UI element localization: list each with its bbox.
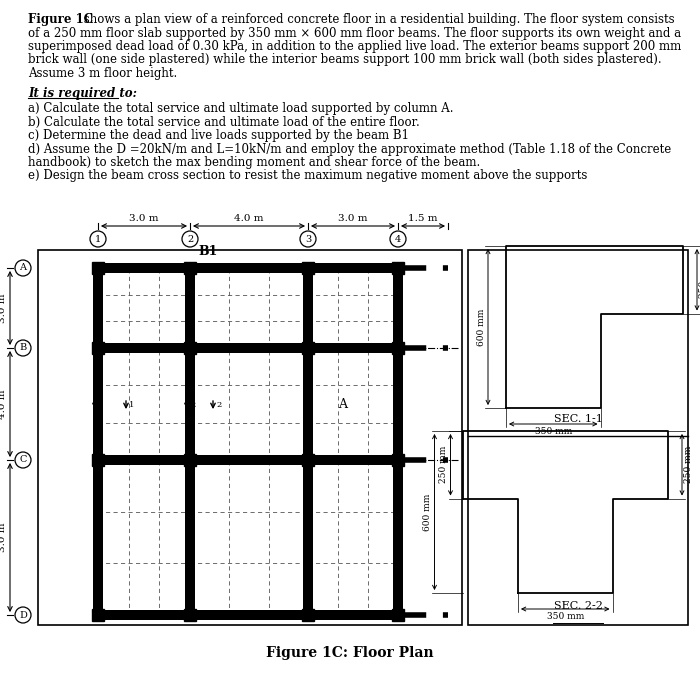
Text: 1.5 m: 1.5 m [408,214,438,223]
Text: 1: 1 [95,235,101,244]
Text: 600 mm: 600 mm [477,308,486,345]
Bar [392,342,404,354]
Text: It is required to:: It is required to: [28,87,137,100]
Text: superimposed dead load of 0.30 kPa, in addition to the applied live load. The ex: superimposed dead load of 0.30 kPa, in a… [28,40,681,53]
Text: 2: 2 [187,235,193,244]
Circle shape [15,607,31,623]
Text: 3.0 m: 3.0 m [130,214,159,223]
Bar [184,454,196,466]
Bar [302,454,314,466]
Bar [92,609,104,621]
Text: 250 mm: 250 mm [699,261,700,299]
Bar [302,262,314,274]
Text: 4: 4 [395,235,401,244]
Bar [185,262,195,621]
Text: 250 mm: 250 mm [440,446,449,484]
Text: B: B [20,343,27,352]
Text: 2: 2 [190,401,195,409]
Text: of a 250 mm floor slab supported by 350 mm × 600 mm floor beams. The floor suppo: of a 250 mm floor slab supported by 350 … [28,27,681,39]
Text: 4.0 m: 4.0 m [0,389,7,419]
Text: b) Calculate the total service and ultimate load of the entire floor.: b) Calculate the total service and ultim… [28,116,420,129]
Text: 3.0 m: 3.0 m [0,523,7,552]
Text: Figure 1C: Figure 1C [28,13,93,26]
Bar [302,609,314,621]
Text: 4.0 m: 4.0 m [234,214,264,223]
Text: SEC. 1-1: SEC. 1-1 [554,414,603,424]
Bar [303,262,313,621]
Text: 3.0 m: 3.0 m [338,214,368,223]
Bar [92,454,104,466]
Circle shape [300,231,316,247]
Bar [392,454,404,466]
Text: 1: 1 [129,401,134,409]
Bar [92,343,404,353]
Text: A: A [20,264,27,272]
Circle shape [15,260,31,276]
Text: d) Assume the D =20kN/m and L=10kN/m and employ the approximate method (Table 1.: d) Assume the D =20kN/m and L=10kN/m and… [28,142,671,155]
Text: 600 mm: 600 mm [424,493,433,530]
Text: 350 mm: 350 mm [535,427,572,436]
Bar [392,262,404,274]
Text: e) Design the beam cross section to resist the maximum negative moment above the: e) Design the beam cross section to resi… [28,169,587,182]
Text: 250 mm: 250 mm [684,446,693,484]
Text: brick wall (one side plastered) while the interior beams support 100 mm brick wa: brick wall (one side plastered) while th… [28,54,661,67]
Text: B1: B1 [198,245,218,258]
Text: A: A [339,398,347,411]
Circle shape [15,340,31,356]
Bar [393,262,403,621]
Bar [92,263,404,273]
Text: Assume 3 m floor height.: Assume 3 m floor height. [28,67,177,80]
Circle shape [90,231,106,247]
Bar [92,342,104,354]
Bar [392,609,404,621]
Text: D: D [19,610,27,619]
Text: 350 mm: 350 mm [547,612,584,621]
Text: c) Determine the dead and live loads supported by the beam B1: c) Determine the dead and live loads sup… [28,129,409,142]
Circle shape [182,231,198,247]
Bar [93,262,103,621]
Text: SEC. 2-2: SEC. 2-2 [554,601,603,611]
Text: 2: 2 [216,401,221,409]
Bar [184,342,196,354]
Text: a) Calculate the total service and ultimate load supported by column A.: a) Calculate the total service and ultim… [28,102,454,115]
Bar [302,342,314,354]
Text: shows a plan view of a reinforced concrete floor in a residential building. The : shows a plan view of a reinforced concre… [80,13,675,26]
Text: Figure 1C: Floor Plan: Figure 1C: Floor Plan [266,646,434,660]
Bar [92,262,104,274]
Text: C: C [20,455,27,464]
Text: handbook) to sketch the max bending moment and shear force of the beam.: handbook) to sketch the max bending mome… [28,156,480,169]
Circle shape [390,231,406,247]
Bar [92,455,404,465]
Bar [184,262,196,274]
Text: 3: 3 [305,235,311,244]
Text: 3.0 m: 3.0 m [0,293,7,323]
Bar [184,609,196,621]
Bar [92,610,404,620]
Bar [468,250,688,625]
Circle shape [15,452,31,468]
Bar [38,250,462,625]
